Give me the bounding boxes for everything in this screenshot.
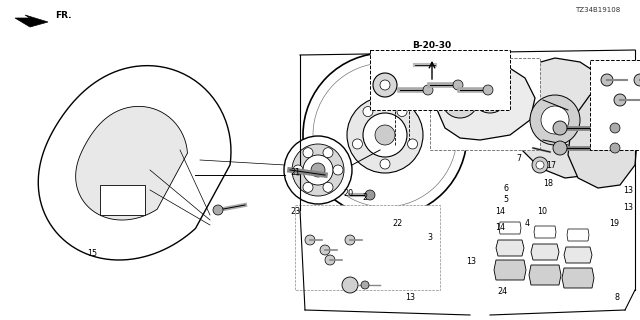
Circle shape xyxy=(333,165,343,175)
Polygon shape xyxy=(76,107,188,220)
Circle shape xyxy=(423,85,433,95)
Text: B-20-30: B-20-30 xyxy=(412,41,452,50)
Circle shape xyxy=(610,143,620,153)
Circle shape xyxy=(453,80,463,90)
Circle shape xyxy=(601,74,613,86)
Text: 20: 20 xyxy=(343,189,353,198)
Polygon shape xyxy=(562,268,594,288)
Circle shape xyxy=(361,281,369,289)
Circle shape xyxy=(541,106,569,134)
Circle shape xyxy=(325,255,335,265)
Text: 6: 6 xyxy=(504,183,509,193)
Circle shape xyxy=(342,277,358,293)
Polygon shape xyxy=(590,60,640,150)
Circle shape xyxy=(610,123,620,133)
Text: 10: 10 xyxy=(537,207,547,217)
Circle shape xyxy=(353,139,362,149)
Polygon shape xyxy=(510,58,620,178)
Text: 24: 24 xyxy=(497,287,507,297)
Polygon shape xyxy=(534,226,556,238)
Text: 15: 15 xyxy=(87,249,97,258)
Text: 13: 13 xyxy=(623,203,633,212)
Circle shape xyxy=(363,113,407,157)
Circle shape xyxy=(442,82,478,118)
Text: 21: 21 xyxy=(290,167,300,177)
Text: 17: 17 xyxy=(546,161,556,170)
Circle shape xyxy=(536,161,544,169)
Circle shape xyxy=(284,136,352,204)
Text: 18: 18 xyxy=(543,179,553,188)
Polygon shape xyxy=(430,58,540,150)
Text: 14: 14 xyxy=(495,223,505,233)
Polygon shape xyxy=(531,244,559,260)
Text: 4: 4 xyxy=(525,219,529,228)
Circle shape xyxy=(303,182,313,192)
Circle shape xyxy=(480,85,500,105)
Polygon shape xyxy=(494,260,526,280)
Circle shape xyxy=(323,148,333,158)
Text: FR.: FR. xyxy=(55,11,72,20)
Text: 3: 3 xyxy=(428,233,433,242)
Circle shape xyxy=(397,107,407,116)
Circle shape xyxy=(303,155,333,185)
Circle shape xyxy=(292,144,344,196)
Circle shape xyxy=(323,182,333,192)
Polygon shape xyxy=(100,185,145,215)
Text: 13: 13 xyxy=(623,186,633,195)
Circle shape xyxy=(483,85,493,95)
Circle shape xyxy=(380,80,390,90)
Text: 22: 22 xyxy=(392,219,402,228)
Circle shape xyxy=(532,157,548,173)
Circle shape xyxy=(380,159,390,169)
Circle shape xyxy=(553,121,567,135)
Circle shape xyxy=(363,107,373,116)
Circle shape xyxy=(375,125,395,145)
Polygon shape xyxy=(370,50,510,110)
Text: 7: 7 xyxy=(516,154,522,163)
Polygon shape xyxy=(38,66,231,260)
Circle shape xyxy=(373,73,397,97)
Circle shape xyxy=(347,97,423,173)
Polygon shape xyxy=(529,265,561,285)
Circle shape xyxy=(345,235,355,245)
Text: 14: 14 xyxy=(495,207,505,217)
Circle shape xyxy=(311,163,325,177)
Circle shape xyxy=(450,90,470,110)
Text: TZ34B19108: TZ34B19108 xyxy=(575,7,621,13)
Circle shape xyxy=(614,94,626,106)
Polygon shape xyxy=(499,222,521,234)
Polygon shape xyxy=(15,15,48,27)
Circle shape xyxy=(313,63,457,207)
Text: 13: 13 xyxy=(405,293,415,302)
Circle shape xyxy=(634,74,640,86)
Circle shape xyxy=(303,148,313,158)
Text: 13: 13 xyxy=(466,258,476,267)
Circle shape xyxy=(320,245,330,255)
Circle shape xyxy=(408,139,417,149)
Text: 2: 2 xyxy=(362,194,367,203)
Polygon shape xyxy=(435,60,535,140)
Polygon shape xyxy=(567,229,589,241)
Polygon shape xyxy=(564,247,592,263)
Circle shape xyxy=(213,205,223,215)
Text: 19: 19 xyxy=(609,220,619,228)
Polygon shape xyxy=(568,90,638,188)
Text: 5: 5 xyxy=(504,196,509,204)
Circle shape xyxy=(472,77,508,113)
Circle shape xyxy=(553,141,567,155)
Circle shape xyxy=(305,235,315,245)
Text: 23: 23 xyxy=(290,207,300,217)
Circle shape xyxy=(303,53,467,217)
Polygon shape xyxy=(496,240,524,256)
Circle shape xyxy=(293,165,303,175)
Circle shape xyxy=(530,95,580,145)
Circle shape xyxy=(365,190,375,200)
Polygon shape xyxy=(295,205,440,290)
Text: 8: 8 xyxy=(614,293,620,302)
